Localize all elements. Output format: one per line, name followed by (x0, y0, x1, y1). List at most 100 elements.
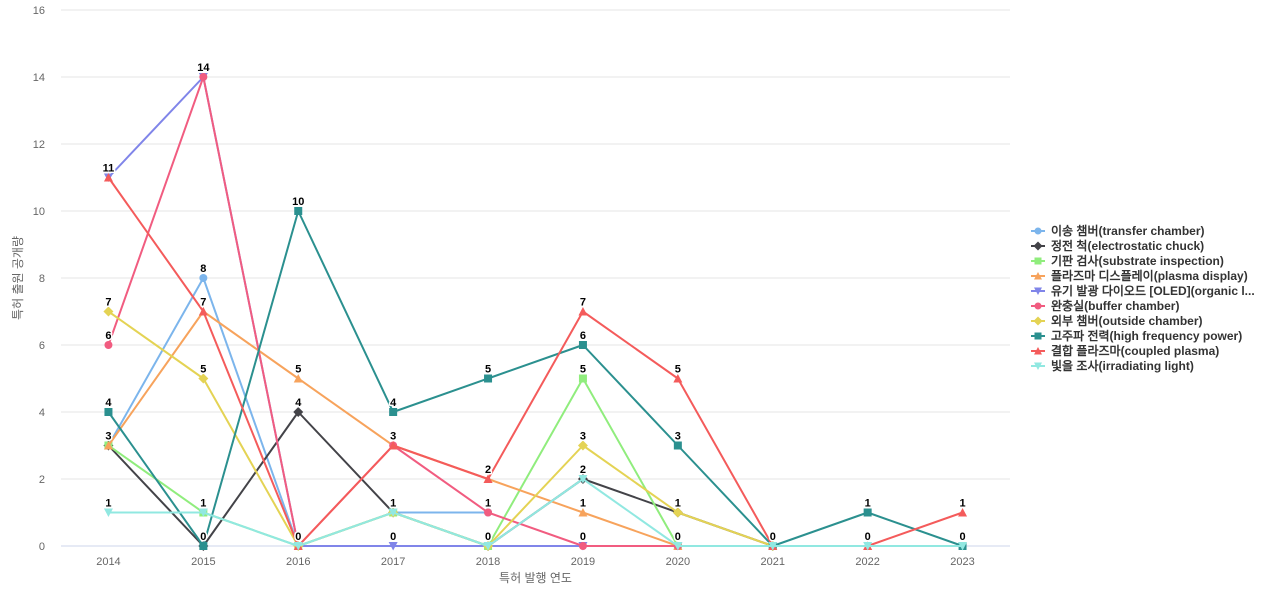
data-point-marker[interactable] (199, 73, 208, 81)
data-point-marker[interactable] (483, 542, 493, 551)
data-label: 1 (200, 498, 206, 510)
legend[interactable]: 이송 챔버(transfer chamber)정전 척(electrostati… (1031, 223, 1255, 373)
legend-marker[interactable] (1034, 227, 1042, 235)
data-point-marker[interactable] (388, 441, 398, 450)
data-label: 10 (292, 196, 304, 208)
legend-marker[interactable] (1034, 362, 1042, 371)
data-point-marker[interactable] (198, 307, 208, 316)
data-label: 1 (390, 498, 396, 510)
data-label: 0 (865, 531, 871, 543)
data-point-marker[interactable] (578, 508, 588, 517)
data-point-marker[interactable] (104, 341, 113, 349)
legend-marker[interactable] (1033, 316, 1043, 326)
data-point-marker[interactable] (104, 408, 113, 416)
legend-label: 유기 발광 다이오드 [OLED](organic l... (1051, 283, 1255, 298)
data-point-marker[interactable] (198, 373, 209, 384)
data-point-marker[interactable] (484, 508, 493, 517)
y-tick-label: 10 (33, 206, 45, 218)
data-point-marker[interactable] (578, 341, 587, 349)
legend-marker[interactable] (1033, 241, 1043, 251)
data-point-marker[interactable] (198, 508, 208, 518)
legend-item[interactable]: 플라즈마 디스플레이(plasma display) (1031, 268, 1248, 283)
data-point-marker[interactable] (103, 441, 113, 450)
x-tick-label: 2023 (950, 556, 974, 568)
legend-item[interactable]: 결합 플라즈마(coupled plasma) (1031, 343, 1219, 358)
legend-label: 결합 플라즈마(coupled plasma) (1051, 343, 1219, 358)
data-label: 1 (390, 498, 396, 510)
data-label: 3 (390, 431, 396, 443)
data-label: 1 (485, 498, 491, 510)
data-point-marker[interactable] (199, 274, 208, 282)
data-point-marker[interactable] (578, 542, 587, 550)
data-point-marker[interactable] (103, 306, 114, 317)
data-point-marker[interactable] (389, 408, 398, 416)
data-point-marker[interactable] (578, 307, 588, 316)
legend-marker[interactable] (1034, 257, 1042, 265)
legend-item[interactable]: 외부 챔버(outside chamber) (1031, 313, 1203, 328)
data-point-marker[interactable] (672, 507, 683, 518)
data-point-marker[interactable] (484, 374, 493, 383)
data-label: 3 (675, 431, 681, 443)
legend-item[interactable]: 완충실(buffer chamber) (1031, 298, 1179, 313)
data-label: 1 (105, 498, 111, 510)
data-label: 0 (485, 531, 491, 543)
data-label: 5 (295, 364, 301, 376)
data-point-marker[interactable] (673, 542, 683, 551)
legend-item[interactable]: 기판 검사(substrate inspection) (1031, 253, 1224, 268)
legend-item[interactable]: 정전 척(electrostatic chuck) (1031, 238, 1204, 253)
data-point-marker[interactable] (577, 440, 588, 451)
data-point-marker[interactable] (863, 542, 873, 551)
data-point-marker[interactable] (958, 542, 968, 551)
legend-label: 정전 척(electrostatic chuck) (1051, 238, 1204, 253)
legend-label: 고주파 전력(high frequency power) (1051, 328, 1242, 343)
data-point-marker[interactable] (863, 508, 872, 517)
data-point-marker[interactable] (768, 542, 778, 551)
data-point-marker[interactable] (293, 542, 303, 551)
legend-marker[interactable] (1034, 347, 1042, 355)
legend-item[interactable]: 이송 챔버(transfer chamber) (1031, 223, 1205, 238)
legend-label: 빛을 조사(irradiating light) (1051, 358, 1194, 373)
data-point-marker[interactable] (103, 173, 113, 182)
x-axis-title: 특허 발행 연도 (499, 570, 572, 585)
series-8 (104, 207, 967, 550)
data-point-marker[interactable] (578, 374, 587, 383)
data-label: 0 (770, 531, 776, 543)
y-tick-label: 16 (33, 5, 45, 17)
data-point-marker[interactable] (483, 474, 493, 484)
data-point-marker[interactable] (673, 374, 683, 383)
data-point-marker[interactable] (673, 441, 682, 450)
data-label: 1 (865, 498, 871, 510)
legend-marker[interactable] (1034, 332, 1042, 340)
data-point-marker[interactable] (578, 475, 588, 484)
x-tick-label: 2021 (761, 556, 785, 568)
data-point-marker[interactable] (294, 207, 303, 215)
data-point-marker[interactable] (103, 508, 113, 518)
y-tick-label: 12 (33, 139, 45, 151)
series-line (107, 76, 679, 547)
legend-item[interactable]: 고주파 전력(high frequency power) (1031, 328, 1242, 343)
data-point-marker[interactable] (388, 508, 398, 518)
data-label: 7 (580, 297, 586, 309)
legend-item[interactable]: 빛을 조사(irradiating light) (1031, 358, 1194, 373)
data-label: 4 (105, 397, 112, 409)
x-tick-label: 2018 (476, 556, 500, 568)
legend-marker[interactable] (1034, 287, 1042, 296)
data-point-marker[interactable] (199, 542, 208, 550)
data-point-marker[interactable] (388, 542, 398, 551)
series-line (107, 210, 964, 547)
grid (61, 9, 1010, 547)
legend-item[interactable]: 유기 발광 다이오드 [OLED](organic l... (1031, 283, 1255, 298)
x-tick-label: 2019 (571, 556, 595, 568)
data-label: 3 (105, 431, 111, 443)
data-label: 0 (295, 531, 301, 543)
data-label: 0 (675, 531, 681, 543)
legend-marker[interactable] (1034, 302, 1042, 310)
data-label: 2 (580, 464, 586, 476)
x-tick-label: 2015 (191, 556, 215, 568)
data-point-marker[interactable] (958, 508, 968, 517)
data-point-marker[interactable] (293, 407, 304, 417)
data-point-marker[interactable] (293, 374, 303, 383)
x-tick-label: 2017 (381, 556, 405, 568)
legend-marker[interactable] (1034, 272, 1042, 280)
